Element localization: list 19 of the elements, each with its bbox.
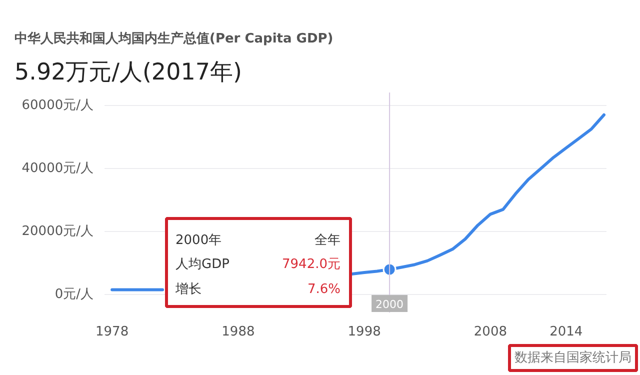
x-tick-label: 1978 [96, 324, 129, 340]
chart-subtitle: 5.92万元/人(2017年) [14, 60, 242, 86]
x-tick-label: 1998 [348, 324, 381, 340]
annotation: 7942.0元 [282, 257, 341, 272]
y-tick-label: 20000元/人 [22, 224, 94, 239]
x-tick-label: 2008 [474, 324, 508, 340]
y-tick-label: 60000元/人 [22, 98, 94, 113]
chart-title: 中华人民共和国人均国内生产总值(Per Capita GDP) [14, 30, 334, 46]
text: 数据来自国家统计局 [514, 350, 632, 366]
y-tick-label: 40000元/人 [22, 160, 94, 176]
x-tick-label: 2014 [550, 324, 583, 340]
annotation: 全年 [314, 233, 340, 248]
ref-line-label: 2000 [376, 298, 404, 311]
annotation: 7.6% [307, 282, 341, 297]
x-tick-label: 1988 [222, 324, 255, 340]
annotation: 增长 [174, 282, 202, 297]
y-tick-label: 0元/人 [54, 287, 94, 302]
annotation: 2000年 [176, 233, 222, 248]
annotation: 人均GDP [176, 257, 230, 272]
